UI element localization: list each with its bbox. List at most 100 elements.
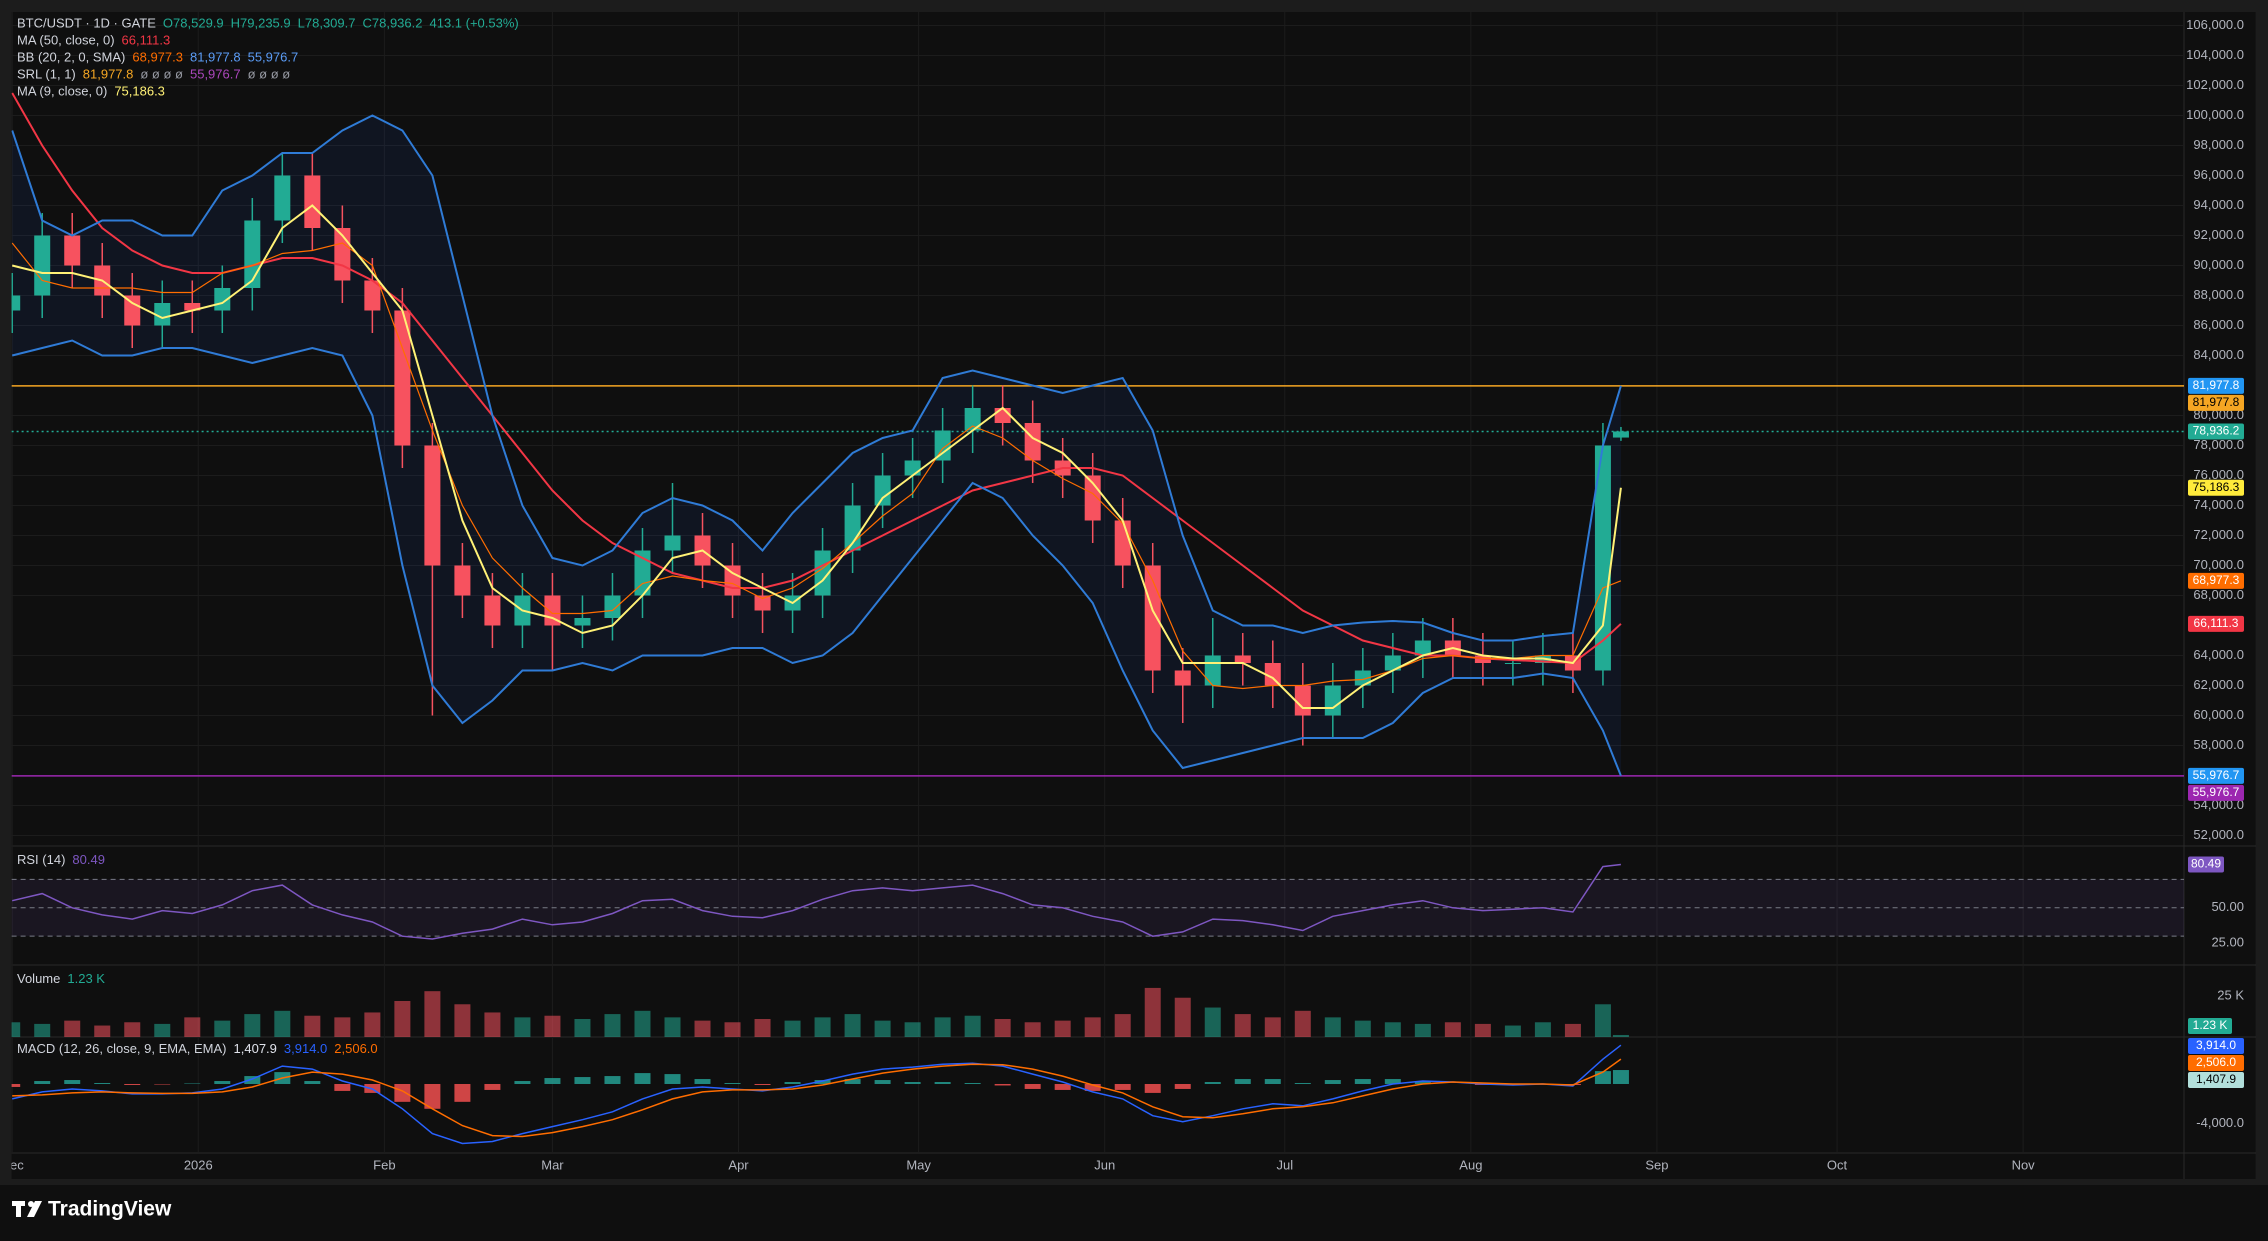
y-tick-label: 74,000.0 bbox=[2193, 497, 2244, 512]
macd-hist-bar bbox=[94, 1083, 111, 1084]
macd-hist-bar bbox=[994, 1083, 1011, 1086]
legend-token: 68,977.3 bbox=[132, 50, 183, 65]
overlay-line bbox=[11, 204, 1622, 709]
legend-token: H79,235.9 bbox=[231, 16, 291, 31]
candle-body bbox=[574, 618, 591, 626]
price-badge-label: 2,506.0 bbox=[2196, 1055, 2236, 1069]
volume-bar bbox=[544, 1015, 561, 1037]
volume-bar bbox=[604, 1014, 621, 1037]
price-badge-label: 55,976.7 bbox=[2193, 785, 2240, 799]
brand: TradingView bbox=[48, 1198, 172, 1221]
macd-hist-bar bbox=[1354, 1079, 1371, 1084]
macd-hist-bar bbox=[484, 1083, 501, 1090]
macd-hist-bar bbox=[604, 1076, 621, 1084]
macd-hist-bar bbox=[334, 1083, 351, 1091]
axes: 106,000.0 104,000.0 102,000.0 100,000.0 98,0… bbox=[2186, 17, 2244, 1130]
price-badge bbox=[2188, 572, 2244, 589]
volume-badge bbox=[2188, 1018, 2232, 1034]
volume-bar bbox=[94, 1025, 111, 1037]
price-badge bbox=[2188, 1055, 2244, 1071]
rsi-badge-label: 80.49 bbox=[2191, 857, 2221, 871]
y-tick-label: 52,000.0 bbox=[2193, 827, 2244, 842]
volume-bar bbox=[574, 1019, 591, 1037]
volume-bar bbox=[664, 1017, 681, 1037]
volume-legend: Volume 1.23 K bbox=[17, 971, 105, 986]
legend-token: 66,111.3 bbox=[122, 33, 171, 48]
candle-body bbox=[154, 303, 171, 326]
legend-token: 81,977.8 bbox=[83, 67, 134, 82]
volume-bar bbox=[994, 1019, 1011, 1037]
macd-hist-bar bbox=[934, 1082, 951, 1084]
volume-bar bbox=[274, 1010, 291, 1037]
y-tick-label: 96,000.0 bbox=[2193, 167, 2244, 182]
volume-bar bbox=[1564, 1023, 1581, 1037]
y-tick-label: 92,000.0 bbox=[2193, 227, 2244, 242]
legend-token: ø ø ø ø bbox=[248, 67, 291, 82]
volume-bar bbox=[1054, 1020, 1071, 1037]
macd-hist-bar bbox=[1264, 1079, 1281, 1084]
x-tick-label: Jun bbox=[1094, 1157, 1115, 1172]
legend-token: BTC/USDT · 1D · GATE bbox=[17, 16, 156, 31]
y-tick-label: 86,000.0 bbox=[2193, 317, 2244, 332]
legend-token: MA (9, close, 0) bbox=[17, 84, 107, 99]
macd-hist-bar bbox=[904, 1082, 921, 1084]
candle-body bbox=[1414, 640, 1431, 656]
volume-bar bbox=[1504, 1025, 1521, 1037]
macd-hist-bar bbox=[544, 1078, 561, 1084]
volume-bar bbox=[1264, 1017, 1281, 1037]
candle-body bbox=[34, 235, 51, 296]
volume-tick-label: 25 K bbox=[2217, 988, 2244, 1003]
candle-body bbox=[184, 303, 201, 311]
macd-hist-bar bbox=[664, 1074, 681, 1084]
macd-line bbox=[12, 1044, 1622, 1145]
candle-body bbox=[1144, 565, 1161, 671]
macd-hist-bar bbox=[1174, 1083, 1191, 1089]
candle-body bbox=[1504, 663, 1521, 664]
overlay-line bbox=[11, 242, 1622, 690]
macd-hist-bar bbox=[1054, 1083, 1071, 1090]
macd-hist-bar bbox=[1594, 1071, 1611, 1084]
macd-hist-bar bbox=[1294, 1083, 1311, 1084]
candle-body bbox=[1204, 655, 1221, 686]
candle-body bbox=[634, 550, 651, 596]
rsi-tick-label: 25.00 bbox=[2211, 935, 2244, 950]
macd-hist-bar bbox=[64, 1080, 81, 1084]
legend-token: 55,976.7 bbox=[190, 67, 241, 82]
macd-hist-bar bbox=[1024, 1083, 1041, 1089]
legend-token: O78,529.9 bbox=[163, 16, 224, 31]
y-tick-label: 90,000.0 bbox=[2193, 257, 2244, 272]
volume-bar bbox=[364, 1012, 381, 1037]
y-tick-label: 64,000.0 bbox=[2193, 647, 2244, 662]
macd-hist-bar bbox=[964, 1083, 981, 1084]
volume-bar bbox=[214, 1020, 231, 1037]
legend-token: 413.1 (+0.53%) bbox=[429, 16, 518, 31]
macd-hist-bar bbox=[634, 1073, 651, 1084]
x-tick-label: Sep bbox=[1645, 1157, 1668, 1172]
y-tick-label: 58,000.0 bbox=[2193, 737, 2244, 752]
plot: Dec 2026 Feb Mar Apr May Jun Jul Aug Sep Oct Nov bbox=[11, 92, 2184, 1172]
macd-hist-bar bbox=[1144, 1083, 1161, 1093]
volume-bar bbox=[904, 1022, 921, 1037]
y-tick-label: 76,000.0 bbox=[2193, 467, 2244, 482]
price-badge bbox=[2188, 479, 2244, 496]
macd-hist-bar bbox=[1234, 1079, 1251, 1084]
price-badge-label: 78,936.2 bbox=[2193, 424, 2240, 438]
macd-legend: MACD (12, 26, close, 9, EMA, EMA) 1,407.9… bbox=[17, 1041, 378, 1056]
macd-value: 1,407.9 bbox=[234, 1041, 277, 1056]
candle-body bbox=[1264, 663, 1281, 686]
candle-body bbox=[424, 445, 441, 566]
macd-hist-bar bbox=[1324, 1080, 1341, 1084]
volume-bar bbox=[1534, 1022, 1551, 1037]
signal-line bbox=[12, 1058, 1622, 1138]
price-badge-label: 66,111.3 bbox=[2194, 616, 2239, 630]
macd-value: 3,914.0 bbox=[284, 1041, 327, 1056]
y-tick-label: 100,000.0 bbox=[2186, 107, 2244, 122]
candle-body bbox=[364, 280, 381, 311]
candle-body bbox=[664, 535, 681, 551]
volume-bar bbox=[1324, 1017, 1341, 1037]
legend-line: BTC/USDT · 1D · GATE O78,529.9 H79,235.9 L7… bbox=[17, 16, 519, 31]
volume-bar bbox=[1414, 1023, 1431, 1037]
candle-body bbox=[754, 595, 771, 611]
x-tick-label: May bbox=[906, 1157, 931, 1172]
y-tick-label: 68,000.0 bbox=[2193, 587, 2244, 602]
